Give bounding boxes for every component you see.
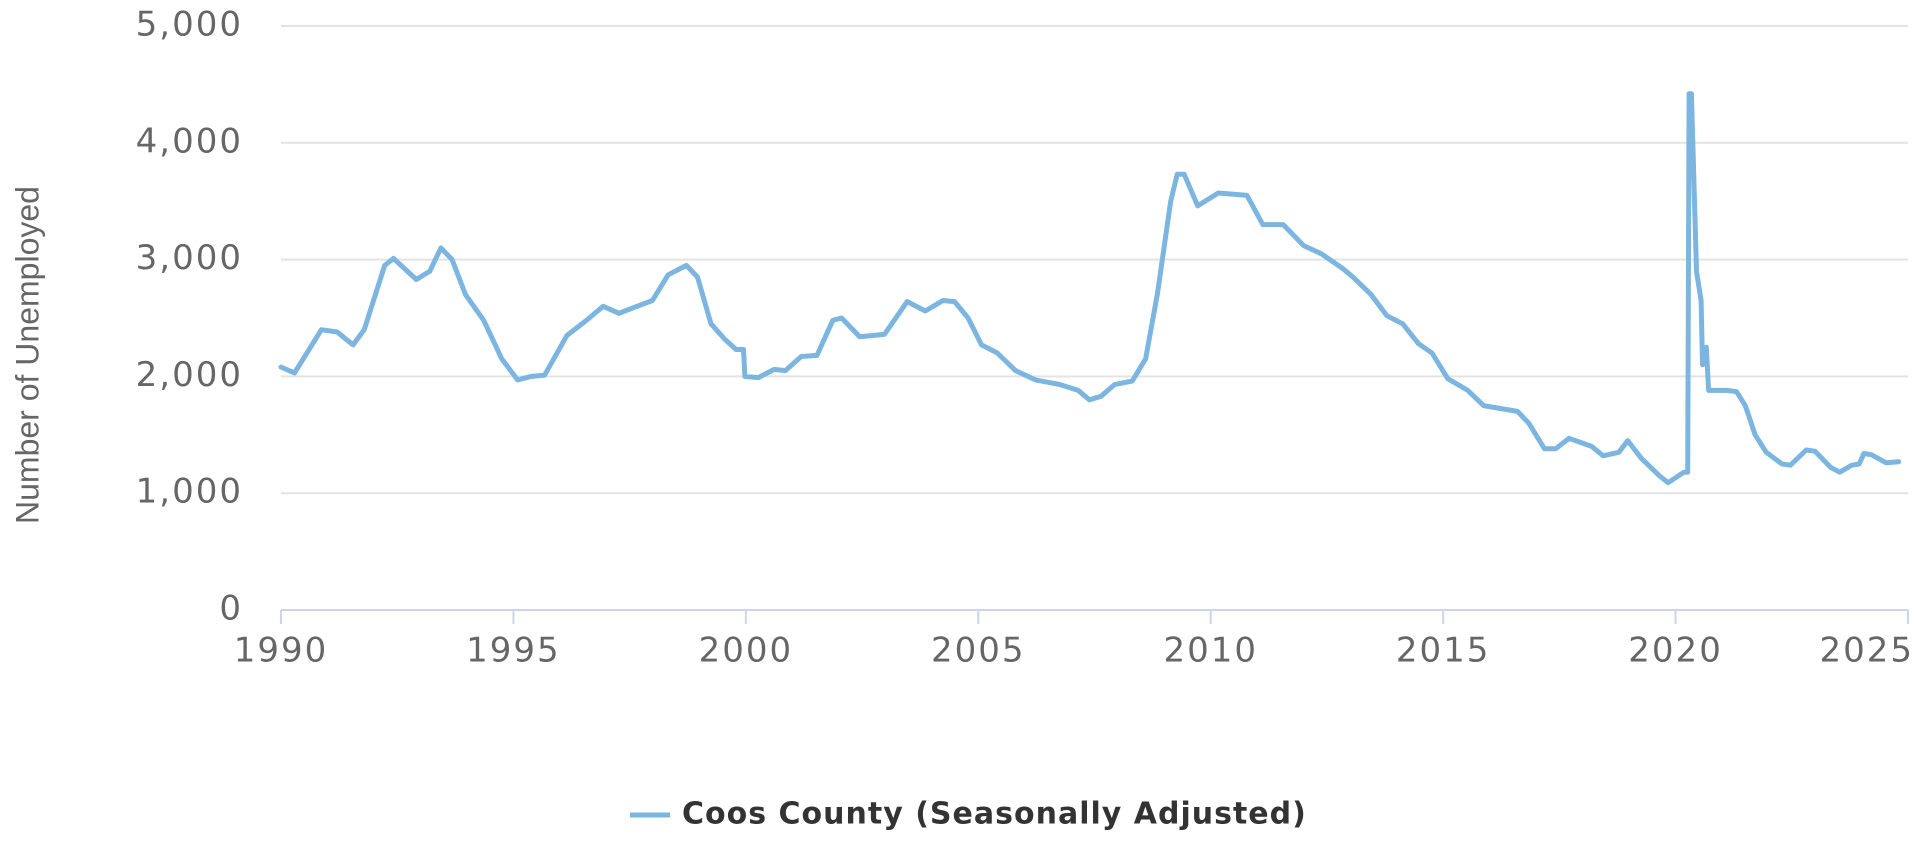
x-tick-label: 1990 <box>234 631 329 671</box>
x-tick-label: 2025 <box>1819 631 1914 671</box>
y-tick-label: 1,000 <box>136 472 243 512</box>
x-tick-label: 2015 <box>1396 631 1491 671</box>
y-tick-label: 5,000 <box>136 5 243 45</box>
y-tick-label: 0 <box>219 589 243 629</box>
x-tick-label: 2020 <box>1628 631 1723 671</box>
x-tick-label: 1995 <box>466 631 561 671</box>
y-tick-label: 4,000 <box>136 121 243 161</box>
x-tick-label: 2005 <box>931 631 1026 671</box>
y-tick-label: 2,000 <box>136 355 243 395</box>
y-axis-label: Number of Unemployed <box>9 186 45 524</box>
y-tick-label: 3,000 <box>136 238 243 278</box>
x-tick-label: 2010 <box>1163 631 1258 671</box>
x-tick-label: 2000 <box>699 631 794 671</box>
legend-label: Coos County (Seasonally Adjusted) <box>682 797 1307 832</box>
series-line <box>278 91 1902 486</box>
